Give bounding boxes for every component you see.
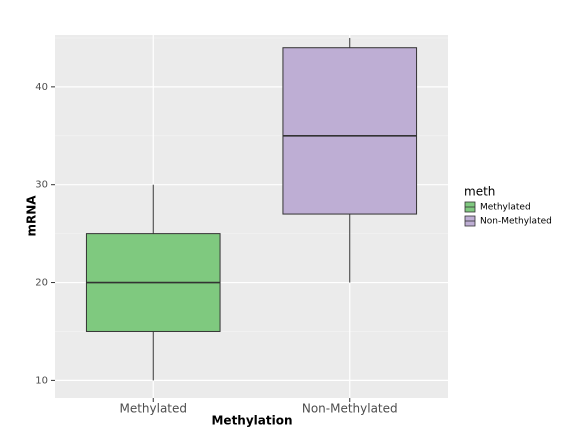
- y-tick-label: 10: [35, 375, 48, 386]
- x-axis-title: Methylation: [211, 414, 292, 428]
- box: [282, 47, 418, 215]
- legend-title: meth: [464, 185, 495, 199]
- x-tick-label: Methylated: [119, 402, 187, 416]
- legend-label: Non-Methylated: [480, 217, 552, 227]
- y-tick-label: 20: [35, 278, 48, 289]
- y-tick-label: 30: [35, 180, 48, 191]
- y-tick-label: 40: [35, 82, 48, 93]
- x-tick-label: Non-Methylated: [302, 402, 398, 416]
- legend-label: Methylated: [480, 203, 531, 213]
- y-axis-title: mRNA: [25, 195, 39, 237]
